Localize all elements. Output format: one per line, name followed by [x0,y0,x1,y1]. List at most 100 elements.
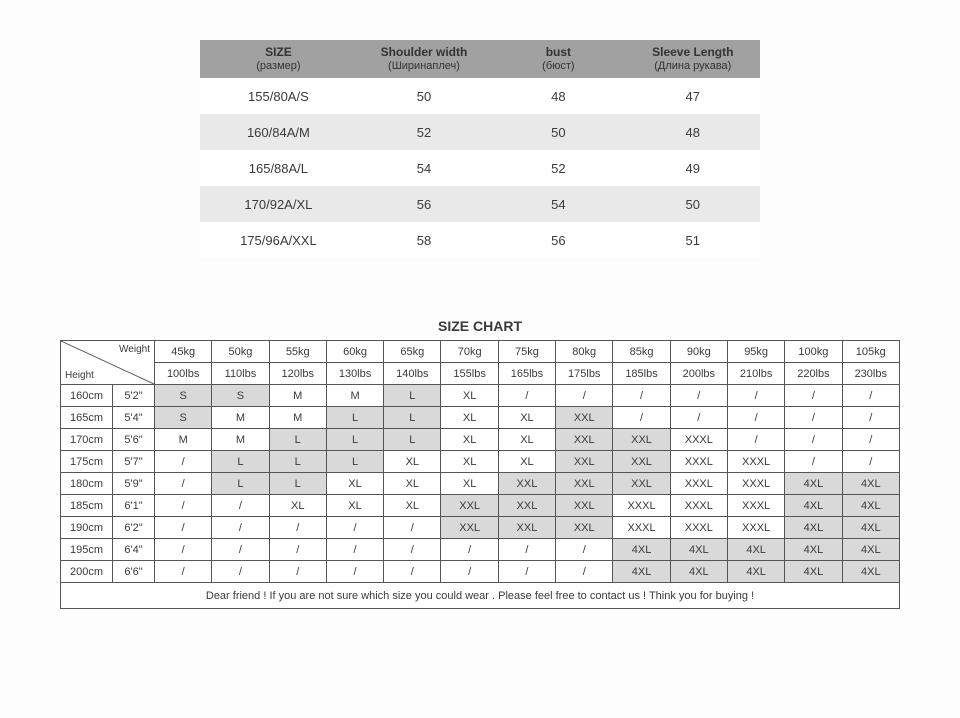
measurements-cell: 50 [357,78,491,114]
measurements-cell: 56 [491,222,625,258]
measurements-table: SIZE (размер) Shoulder width (Ширинаплеч… [200,40,760,258]
weight-kg-header: 80kg [556,341,613,363]
meas-col-main: SIZE [265,45,292,59]
size-cell: XXXL [670,517,727,539]
size-cell: / [326,517,383,539]
size-cell: 4XL [842,473,899,495]
weight-lbs-header: 175lbs [556,363,613,385]
measurements-row: 165/88A/L545249 [200,150,760,186]
height-ft: 6'6" [113,561,155,583]
size-cell: / [613,385,670,407]
size-chart-row: 195cm6'4"////////4XL4XL4XL4XL4XL [61,539,900,561]
size-cell: / [670,407,727,429]
size-cell: XL [326,495,383,517]
size-cell: / [670,385,727,407]
size-cell: / [556,539,613,561]
measurements-cell: 175/96A/XXL [200,222,357,258]
size-cell: M [326,385,383,407]
size-cell: XXXL [670,473,727,495]
measurements-cell: 170/92A/XL [200,186,357,222]
size-cell: / [556,561,613,583]
meas-col-shoulder: Shoulder width (Ширинаплеч) [357,40,491,78]
size-cell: M [212,429,269,451]
size-cell: / [727,407,784,429]
size-cell: XL [441,429,498,451]
size-cell: L [326,451,383,473]
size-cell: XXL [556,495,613,517]
size-cell: XXL [441,495,498,517]
meas-col-sub: (Ширинаплеч) [357,60,491,73]
size-cell: / [269,539,326,561]
size-cell: XXL [556,429,613,451]
height-cm: 165cm [61,407,113,429]
size-chart-row: 190cm6'2"/////XXLXXLXXLXXXLXXXLXXXL4XL4X… [61,517,900,539]
size-cell: / [842,429,899,451]
size-cell: / [498,385,555,407]
height-cm: 160cm [61,385,113,407]
measurements-cell: 48 [626,114,760,150]
height-ft: 6'2" [113,517,155,539]
height-cm: 185cm [61,495,113,517]
size-cell: XXL [498,517,555,539]
size-cell: XXL [556,407,613,429]
measurements-cell: 51 [626,222,760,258]
size-cell: / [155,517,212,539]
size-cell: / [727,385,784,407]
size-cell: XXXL [613,495,670,517]
size-cell: S [212,385,269,407]
size-cell: XXL [441,517,498,539]
measurements-cell: 165/88A/L [200,150,357,186]
size-cell: 4XL [670,561,727,583]
measurements-cell: 54 [357,150,491,186]
size-cell: / [785,451,842,473]
size-cell: XXL [613,473,670,495]
size-cell: / [785,429,842,451]
weight-kg-header: 105kg [842,341,899,363]
size-cell: XXXL [727,451,784,473]
weight-lbs-header: 165lbs [498,363,555,385]
weight-kg-header: 70kg [441,341,498,363]
height-cm: 175cm [61,451,113,473]
size-chart-title: SIZE CHART [60,318,900,334]
weight-lbs-header: 140lbs [384,363,441,385]
size-cell: / [269,517,326,539]
size-cell: XXL [556,517,613,539]
weight-kg-header: 85kg [613,341,670,363]
size-cell: L [326,429,383,451]
meas-col-size: SIZE (размер) [200,40,357,78]
size-cell: XXXL [727,495,784,517]
size-cell: 4XL [670,539,727,561]
size-cell: 4XL [842,517,899,539]
size-cell: L [269,451,326,473]
size-cell: XL [498,451,555,473]
weight-lbs-header: 230lbs [842,363,899,385]
size-cell: / [212,517,269,539]
measurements-cell: 58 [357,222,491,258]
weight-lbs-header: 130lbs [326,363,383,385]
meas-col-sub: (размер) [200,60,357,73]
height-ft: 5'7" [113,451,155,473]
size-cell: / [556,385,613,407]
size-cell: 4XL [727,561,784,583]
size-cell: 4XL [785,539,842,561]
measurements-cell: 49 [626,150,760,186]
size-cell: 4XL [613,561,670,583]
size-cell: / [727,429,784,451]
measurements-row: 175/96A/XXL585651 [200,222,760,258]
weight-kg-header: 100kg [785,341,842,363]
size-cell: 4XL [842,495,899,517]
meas-col-main: bust [546,45,571,59]
height-cm: 200cm [61,561,113,583]
height-cm: 180cm [61,473,113,495]
size-chart-table: WeightHeight45kg50kg55kg60kg65kg70kg75kg… [60,340,900,609]
size-cell: XL [498,429,555,451]
size-cell: M [269,407,326,429]
size-cell: / [155,451,212,473]
size-cell: XL [269,495,326,517]
size-cell: L [212,473,269,495]
size-chart-row: 160cm5'2"SSMMLXL/////// [61,385,900,407]
size-cell: XXXL [727,473,784,495]
measurements-cell: 52 [357,114,491,150]
height-cm: 195cm [61,539,113,561]
size-cell: XXXL [670,495,727,517]
